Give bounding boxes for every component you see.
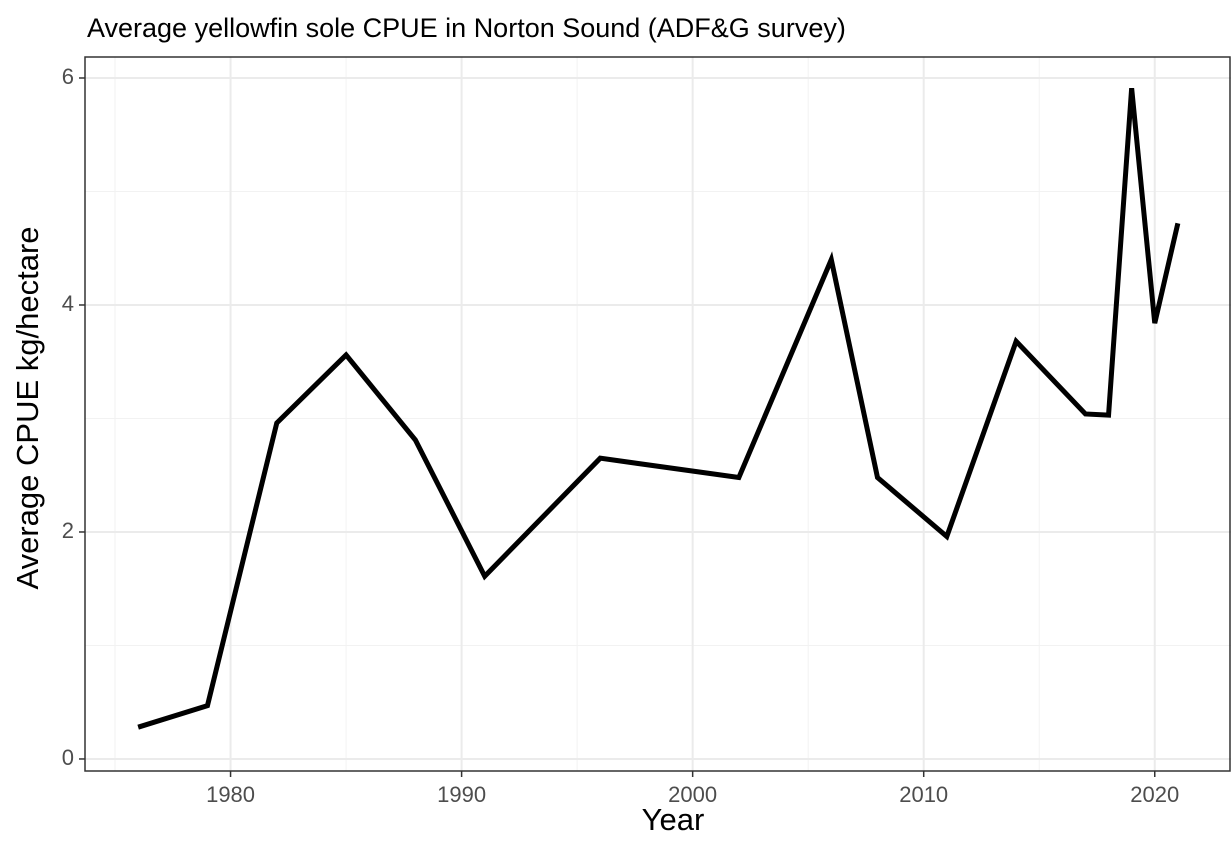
y-tick-label: 0 — [62, 745, 74, 770]
data-line — [137, 87, 1181, 730]
x-tick-label: 1980 — [206, 782, 255, 807]
x-tick-label: 2020 — [1130, 782, 1179, 807]
x-tick-label: 2010 — [899, 782, 948, 807]
y-tick-label: 4 — [62, 291, 74, 316]
chart-title: Average yellowfin sole CPUE in Norton So… — [87, 13, 846, 43]
panel-border — [84, 56, 1231, 772]
x-tick-label: 2000 — [668, 782, 717, 807]
y-tick-label: 6 — [62, 64, 74, 89]
y-tick-label: 2 — [62, 518, 74, 543]
x-axis-label: Year — [642, 802, 705, 837]
x-tick-label: 1990 — [437, 782, 486, 807]
y-axis-label: Average CPUE kg/hectare — [10, 226, 45, 589]
